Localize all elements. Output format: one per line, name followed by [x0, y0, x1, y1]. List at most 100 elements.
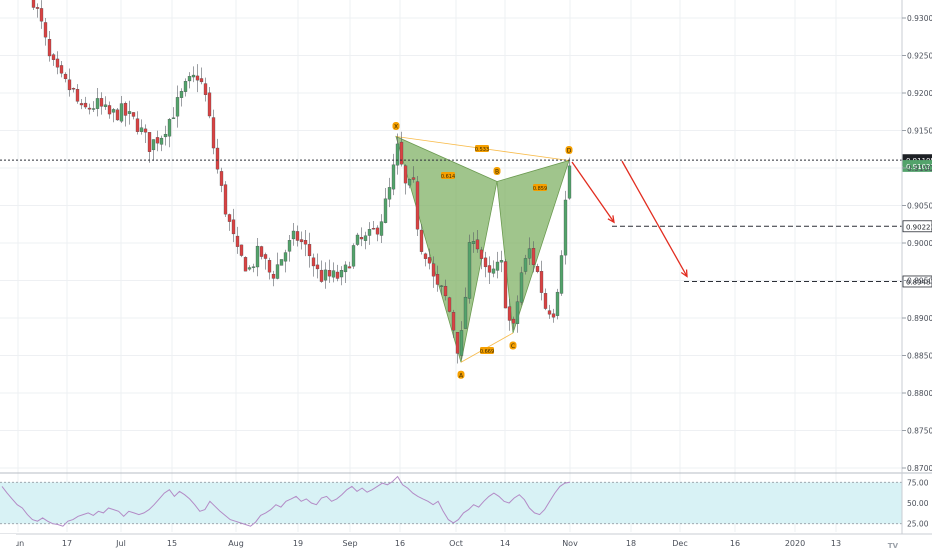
- candle-body: [35, 7, 40, 9]
- candle: [375, 225, 380, 242]
- logo-text: TV: [888, 542, 899, 550]
- candle: [231, 208, 236, 243]
- candle-body: [423, 253, 428, 259]
- price-label-box: [902, 275, 932, 288]
- candle-body: [355, 234, 360, 245]
- candle-body: [551, 313, 556, 318]
- candle-body: [67, 79, 72, 91]
- candle: [451, 309, 456, 338]
- candle: [119, 95, 124, 123]
- candle-body: [447, 297, 452, 312]
- candle-body: [83, 102, 88, 108]
- candle-body: [387, 187, 392, 200]
- candle: [387, 177, 392, 208]
- candle: [483, 251, 488, 278]
- candle-body: [163, 133, 168, 138]
- rsi-tick-label: 25.00: [907, 520, 929, 529]
- candle-body: [339, 270, 344, 278]
- candle-body: [547, 310, 552, 315]
- rsi-panel: 75.00 50.00 25.00: [0, 472, 932, 529]
- candle-body: [251, 266, 256, 268]
- candle-body: [87, 107, 92, 110]
- candle: [211, 109, 216, 155]
- candle-body: [151, 139, 156, 151]
- candle: [151, 139, 156, 161]
- candle-body: [207, 92, 212, 117]
- candle: [139, 119, 144, 135]
- pattern-ratio-badge: [533, 184, 547, 191]
- time-axis: Jun 17 Jul 15 Aug 19 Sep 16 Oct 14 Nov 18 Dec 16 2020 1…: [0, 533, 932, 550]
- x-tick-label: Aug: [228, 539, 244, 548]
- candle-body: [467, 242, 472, 299]
- candle: [335, 264, 340, 282]
- candle: [111, 108, 116, 123]
- pattern-ratio: 0.533: [475, 145, 489, 153]
- candle-body: [311, 257, 316, 267]
- candle: [507, 299, 512, 331]
- x-tick-label: 15: [167, 539, 177, 548]
- candle-body: [179, 91, 184, 98]
- candle: [295, 225, 300, 247]
- price-label-box: [902, 220, 932, 233]
- rsi-tick-label: 50.00: [907, 499, 929, 508]
- candle: [283, 249, 288, 273]
- candle-body: [167, 119, 172, 137]
- candle: [155, 130, 160, 152]
- candle-body: [399, 141, 404, 165]
- candle: [455, 332, 460, 364]
- candle-body: [515, 301, 520, 324]
- candle: [195, 64, 200, 93]
- candle: [411, 166, 416, 183]
- candle-body: [243, 257, 248, 272]
- candle-body: [555, 291, 560, 316]
- candle-body: [79, 103, 84, 106]
- candle-body: [99, 98, 104, 107]
- candle-body: [239, 244, 244, 256]
- candle-body: [199, 78, 204, 83]
- candle-body: [487, 265, 492, 273]
- candle: [47, 30, 52, 62]
- x-tick-label: Oct: [449, 539, 463, 548]
- candle: [67, 68, 72, 97]
- candle: [427, 248, 432, 270]
- candle-body: [403, 165, 408, 184]
- candle-body: [75, 89, 80, 102]
- x-tick-label: 16: [395, 539, 405, 548]
- candle: [179, 88, 184, 107]
- candle-body: [263, 254, 268, 259]
- candle: [403, 164, 408, 195]
- pattern-point-x: X: [392, 122, 400, 131]
- candle-body: [359, 237, 364, 240]
- candle-body: [531, 248, 536, 265]
- pattern-ratio-label: 0.614: [441, 174, 455, 180]
- candle-body: [191, 74, 196, 78]
- x-tick-label: Jul: [115, 539, 126, 548]
- pattern-point-d: D: [565, 146, 573, 155]
- candle: [31, 0, 36, 11]
- x-tick-label: 14: [500, 539, 510, 548]
- candle-body: [471, 241, 476, 244]
- candle-body: [479, 249, 484, 259]
- x-tick-label: 18: [626, 539, 636, 548]
- price-label: 0.91027: [902, 160, 932, 172]
- candle: [171, 107, 176, 119]
- candle: [103, 96, 108, 110]
- candle-body: [31, 0, 36, 8]
- candle: [87, 103, 92, 115]
- pattern-triangle-bcd: [496, 159, 570, 334]
- candle-body: [439, 285, 444, 287]
- x-tick-label: 16: [730, 539, 740, 548]
- candle: [59, 60, 64, 78]
- candle-body: [391, 164, 396, 190]
- candle-body: [147, 132, 152, 152]
- x-tick-label: 17: [62, 539, 72, 548]
- candle: [347, 261, 352, 269]
- candle: [255, 238, 260, 277]
- pattern-point-c: C: [509, 341, 517, 350]
- candle-body: [267, 260, 272, 273]
- candle-body: [395, 143, 400, 166]
- candle-body: [323, 269, 328, 281]
- candle-body: [543, 293, 548, 309]
